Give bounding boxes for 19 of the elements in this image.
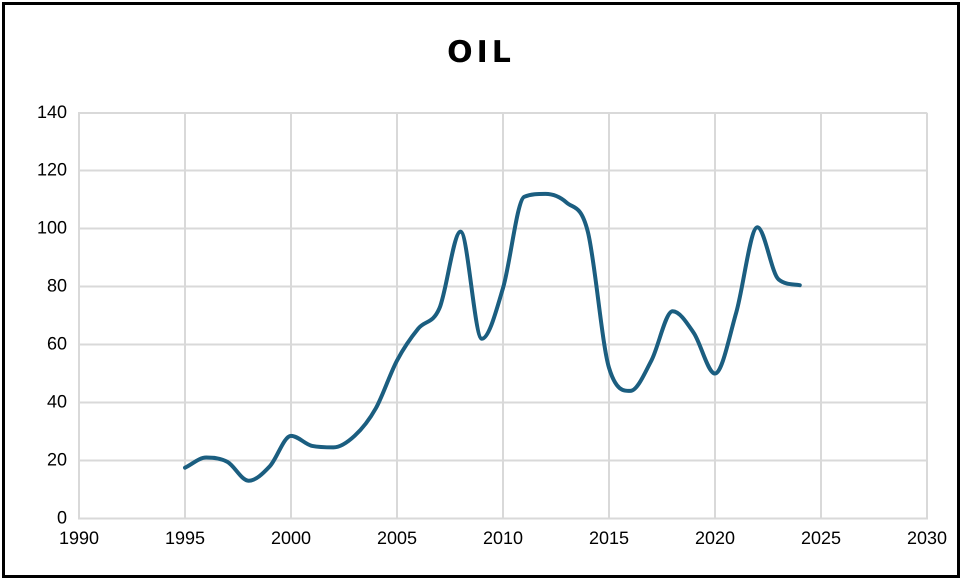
x-tick-label: 2020 [694, 528, 736, 548]
y-tick-label: 140 [36, 102, 68, 122]
y-tick-label: 40 [47, 391, 68, 412]
y-tick-label: 60 [47, 334, 68, 354]
x-tick-label: 2015 [588, 528, 630, 548]
chart-title: OIL [446, 35, 516, 70]
y-tick-label: 100 [36, 218, 68, 238]
y-tick-label: 0 [57, 507, 68, 528]
x-tick-label: 2030 [906, 528, 947, 548]
y-tick-label: 20 [47, 449, 68, 470]
y-tick-label: 120 [36, 160, 68, 180]
x-tick-label: 2010 [482, 528, 524, 548]
line-series [183, 192, 802, 483]
y-tick-label: 80 [47, 276, 68, 296]
x-tick-label: 1995 [165, 528, 206, 548]
x-tick-label: 2000 [270, 528, 312, 548]
x-tick-label: 2025 [800, 528, 842, 548]
x-tick-label: 2005 [376, 528, 418, 548]
x-tick-label: 1990 [59, 528, 100, 548]
